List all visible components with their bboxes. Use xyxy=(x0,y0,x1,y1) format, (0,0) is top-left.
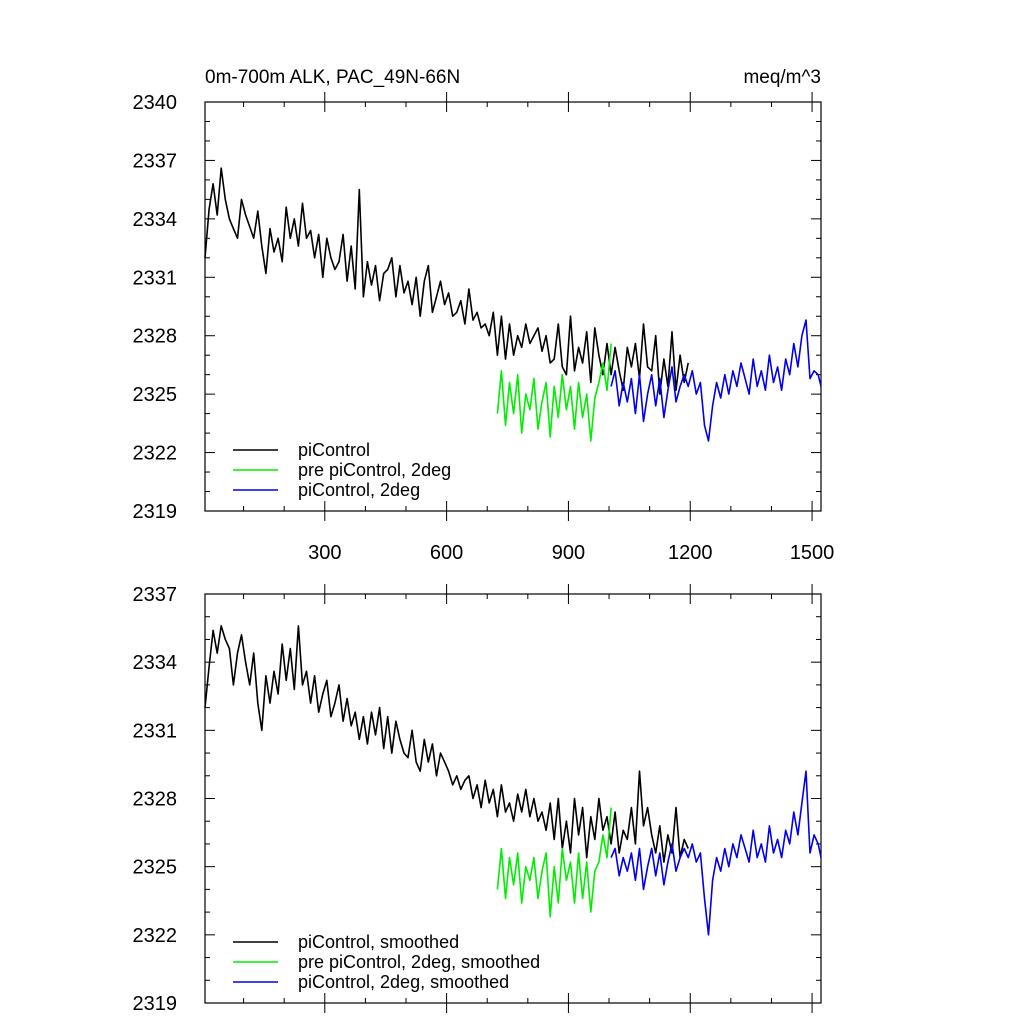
y-tick-label: 2340 xyxy=(133,92,178,114)
series-line-1 xyxy=(496,343,612,442)
y-tick-label: 2331 xyxy=(133,720,178,742)
x-tick-label: 1500 xyxy=(790,542,835,564)
series-line-2 xyxy=(610,770,822,936)
legend-label: pre piControl, 2deg, smoothed xyxy=(298,952,540,972)
legend-label: pre piControl, 2deg xyxy=(298,460,451,480)
y-tick-label: 2334 xyxy=(133,652,178,674)
legend-label: piControl, 2deg xyxy=(298,480,420,500)
bottom-panel: 2319 2322 2325 2328 2331 2334 2337 piControl, … xyxy=(133,584,822,1015)
y-tick-label: 2319 xyxy=(133,501,178,523)
y-tick-label: 2325 xyxy=(133,857,178,879)
legend-label: piControl, 2deg, smoothed xyxy=(298,972,509,992)
legend-label: piControl xyxy=(298,440,370,460)
x-tick-label: 900 xyxy=(552,542,585,564)
bottom-panel-series xyxy=(204,624,822,936)
x-tick-label: 300 xyxy=(308,542,341,564)
bottom-panel-ticks: 2319 2322 2325 2328 2331 2334 2337 xyxy=(133,584,821,1015)
series-line-1 xyxy=(496,807,612,918)
x-tick-label: 1200 xyxy=(668,542,713,564)
y-tick-label: 2331 xyxy=(133,267,178,289)
top-panel-ticks: 2319 2322 2325 2328 2331 2334 2337 2340 300 600 90… xyxy=(133,92,835,564)
y-tick-label: 2334 xyxy=(133,209,178,231)
series-line-2 xyxy=(610,319,822,442)
y-tick-label: 2322 xyxy=(133,443,178,465)
y-tick-label: 2325 xyxy=(133,384,178,406)
top-panel-title: 0m-700m ALK, PAC_49N-66N xyxy=(205,67,460,88)
top-panel: 0m-700m ALK, PAC_49N-66N meq/m^3 2319 232… xyxy=(133,67,835,564)
y-tick-label: 2337 xyxy=(133,150,178,172)
legend-label: piControl, smoothed xyxy=(298,932,459,952)
y-tick-label: 2319 xyxy=(133,993,178,1015)
y-tick-label: 2337 xyxy=(133,584,178,606)
top-panel-series xyxy=(204,167,822,442)
series-line-0 xyxy=(204,624,689,863)
y-tick-label: 2328 xyxy=(133,326,178,348)
y-tick-label: 2328 xyxy=(133,789,178,811)
top-panel-units: meq/m^3 xyxy=(743,67,821,88)
y-tick-label: 2322 xyxy=(133,925,178,947)
series-line-0 xyxy=(204,167,689,395)
top-plot-frame xyxy=(204,101,822,512)
x-tick-label: 600 xyxy=(430,542,463,564)
